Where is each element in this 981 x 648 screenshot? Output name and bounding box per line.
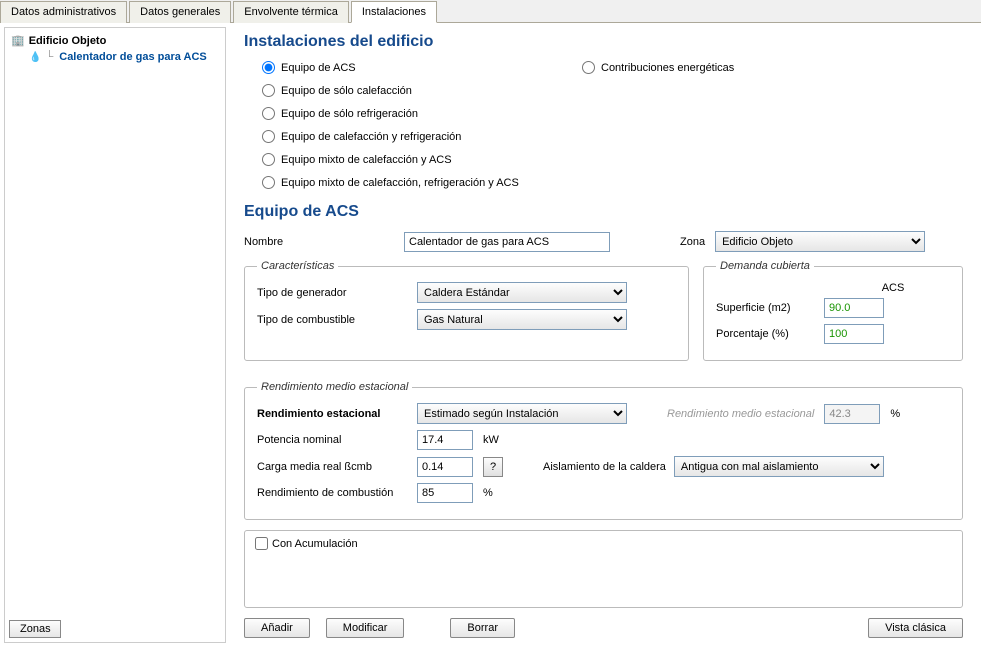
- radio-calef-refrig[interactable]: [262, 130, 275, 143]
- potencia-label: Potencia nominal: [257, 434, 407, 446]
- radio-label: Equipo de sólo refrigeración: [281, 108, 418, 120]
- rendimiento-estacional-label: Rendimiento estacional: [257, 408, 407, 420]
- potencia-input[interactable]: [417, 430, 473, 450]
- radio-label: Contribuciones energéticas: [601, 62, 734, 74]
- tree-child-label: Calentador de gas para ACS: [59, 51, 207, 63]
- combustion-input[interactable]: [417, 483, 473, 503]
- radio-contribuciones[interactable]: [582, 61, 595, 74]
- tipo-generador-select[interactable]: Caldera Estándar: [417, 282, 627, 303]
- aislamiento-label: Aislamiento de la caldera: [543, 461, 666, 473]
- combustion-label: Rendimiento de combustión: [257, 487, 407, 499]
- con-acumulacion-label[interactable]: Con Acumulación: [255, 537, 952, 550]
- superficie-label: Superficie (m2): [716, 302, 816, 314]
- demanda-legend: Demanda cubierta: [716, 260, 814, 272]
- radio-group: Equipo de ACS Contribuciones energéticas…: [262, 61, 963, 189]
- subsection-title: Equipo de ACS: [244, 203, 963, 221]
- radio-label: Equipo de sólo calefacción: [281, 85, 412, 97]
- superficie-input[interactable]: [824, 298, 884, 318]
- rend-medio-label: Rendimiento medio estacional: [667, 408, 814, 420]
- demanda-fieldset: Demanda cubierta ACS Superficie (m2) Por…: [703, 260, 963, 361]
- con-acumulacion-text: Con Acumulación: [272, 538, 358, 550]
- radio-label: Equipo mixto de calefacción, refrigeraci…: [281, 177, 519, 189]
- tree-root[interactable]: Edificio Objeto: [11, 34, 219, 47]
- rendimiento-legend: Rendimiento medio estacional: [257, 381, 412, 393]
- zona-label: Zona: [680, 236, 705, 248]
- nombre-input[interactable]: [404, 232, 610, 252]
- name-zone-row: Nombre Zona Edificio Objeto: [244, 231, 963, 252]
- radio-label: Equipo de calefacción y refrigeración: [281, 131, 461, 143]
- modificar-button[interactable]: Modificar: [326, 618, 405, 638]
- rendimiento-estacional-select[interactable]: Estimado según Instalación: [417, 403, 627, 424]
- porcentaje-label: Porcentaje (%): [716, 328, 816, 340]
- tab-datos-generales[interactable]: Datos generales: [129, 1, 231, 23]
- borrar-button[interactable]: Borrar: [450, 618, 515, 638]
- tab-bar: Datos administrativos Datos generales En…: [0, 0, 981, 23]
- radio-mixto-calef-acs[interactable]: [262, 153, 275, 166]
- radio-solo-calefaccion[interactable]: [262, 84, 275, 97]
- content: Instalaciones del edificio Equipo de ACS…: [226, 23, 981, 647]
- tree: Edificio Objeto └ Calentador de gas para…: [5, 28, 225, 616]
- footer-buttons: Añadir Modificar Borrar Vista clásica: [244, 618, 963, 638]
- demanda-acs-header: ACS: [836, 282, 950, 294]
- tree-root-label: Edificio Objeto: [29, 35, 107, 47]
- zonas-button[interactable]: Zonas: [9, 620, 61, 638]
- tree-connector-icon: └: [45, 51, 53, 63]
- tab-instalaciones[interactable]: Instalaciones: [351, 1, 437, 23]
- con-acumulacion-checkbox[interactable]: [255, 537, 268, 550]
- radio-equipo-acs[interactable]: [262, 61, 275, 74]
- radio-solo-refrigeracion[interactable]: [262, 107, 275, 120]
- vista-clasica-button[interactable]: Vista clásica: [868, 618, 963, 638]
- help-button[interactable]: ?: [483, 457, 503, 477]
- rend-medio-output: [824, 404, 880, 424]
- zona-select[interactable]: Edificio Objeto: [715, 231, 925, 252]
- tipo-combustible-label: Tipo de combustible: [257, 314, 407, 326]
- combustion-unit: %: [483, 487, 493, 499]
- tipo-generador-label: Tipo de generador: [257, 287, 407, 299]
- caracteristicas-fieldset: Características Tipo de generador Calder…: [244, 260, 689, 361]
- tipo-combustible-select[interactable]: Gas Natural: [417, 309, 627, 330]
- nombre-label: Nombre: [244, 236, 394, 248]
- anadir-button[interactable]: Añadir: [244, 618, 310, 638]
- caracteristicas-legend: Características: [257, 260, 338, 272]
- radio-label: Equipo mixto de calefacción y ACS: [281, 154, 452, 166]
- carga-label: Carga media real ßcmb: [257, 461, 407, 473]
- rend-medio-unit: %: [890, 408, 900, 420]
- section-title: Instalaciones del edificio: [244, 33, 963, 51]
- radio-label: Equipo de ACS: [281, 62, 356, 74]
- porcentaje-input[interactable]: [824, 324, 884, 344]
- sidebar: Edificio Objeto └ Calentador de gas para…: [4, 27, 226, 643]
- tree-child-calentador[interactable]: └ Calentador de gas para ACS: [29, 51, 219, 63]
- tab-datos-administrativos[interactable]: Datos administrativos: [0, 1, 127, 23]
- rendimiento-fieldset: Rendimiento medio estacional Rendimiento…: [244, 381, 963, 520]
- radio-mixto-todo[interactable]: [262, 176, 275, 189]
- con-acumulacion-panel: Con Acumulación: [244, 530, 963, 608]
- potencia-unit: kW: [483, 434, 499, 446]
- tab-envolvente-termica[interactable]: Envolvente térmica: [233, 1, 349, 23]
- aislamiento-select[interactable]: Antigua con mal aislamiento: [674, 456, 884, 477]
- carga-input[interactable]: [417, 457, 473, 477]
